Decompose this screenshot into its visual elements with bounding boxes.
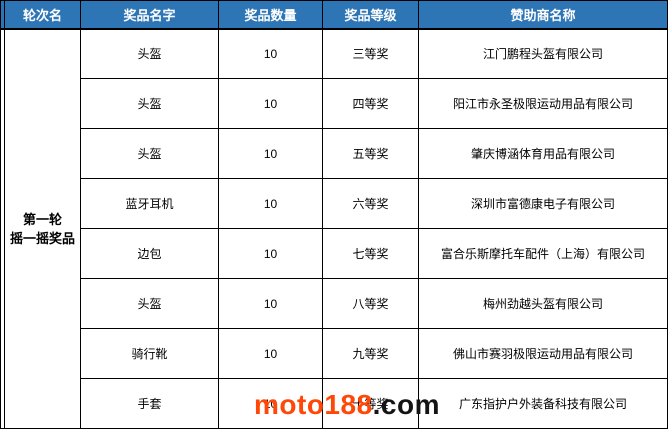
table-row: 头盔 10 四等奖 阳江市永圣极限运动用品有限公司	[1, 78, 668, 129]
prize-cell: 头盔	[80, 278, 219, 329]
qty-cell: 10	[218, 178, 323, 229]
round-name-line2: 摇一摇奖品	[9, 230, 75, 246]
sponsor-cell: 梅州劲越头盔有限公司	[418, 278, 668, 329]
table-row: 边包 10 七等奖 富合乐斯摩托车配件（上海）有限公司	[1, 228, 668, 279]
sponsor-cell: 肇庆博涵体育用品有限公司	[418, 128, 668, 179]
table-header-row: 轮次名 奖品名字 奖品数量 奖品等级 赞助商名称	[0, 0, 668, 30]
prize-cell: 骑行靴	[80, 328, 219, 379]
level-cell: 五等奖	[322, 128, 419, 179]
sponsor-cell: 深圳市富德康电子有限公司	[418, 178, 668, 229]
prize-cell: 头盔	[80, 28, 219, 79]
round-name-line1: 第一轮	[22, 211, 62, 227]
header-prize-qty: 奖品数量	[218, 0, 323, 30]
sponsor-cell: 江门鹏程头盔有限公司	[418, 28, 668, 79]
qty-cell: 10	[218, 128, 323, 179]
prize-cell: 手套	[80, 378, 219, 429]
round-name-cell: 第一轮 摇一摇奖品	[4, 28, 81, 429]
table-row: 骑行靴 10 九等奖 佛山市赛羽极限运动用品有限公司	[1, 328, 668, 379]
qty-cell: 10	[218, 228, 323, 279]
table-row: 蓝牙耳机 10 六等奖 深圳市富德康电子有限公司	[1, 178, 668, 229]
prize-cell: 蓝牙耳机	[80, 178, 219, 229]
qty-cell: 10	[218, 278, 323, 329]
level-cell: 九等奖	[322, 328, 419, 379]
sponsor-cell: 阳江市永圣极限运动用品有限公司	[418, 78, 668, 129]
prize-cell: 边包	[80, 228, 219, 279]
level-cell: 十等奖	[322, 378, 419, 429]
qty-cell: 10	[218, 78, 323, 129]
header-round-name: 轮次名	[4, 0, 81, 30]
sponsor-cell: 佛山市赛羽极限运动用品有限公司	[418, 328, 668, 379]
prize-cell: 头盔	[80, 128, 219, 179]
level-cell: 三等奖	[322, 28, 419, 79]
qty-cell: 10	[218, 378, 323, 429]
sponsor-cell: 广东指护户外装备科技有限公司	[418, 378, 668, 429]
qty-cell: 10	[218, 28, 323, 79]
sponsor-cell: 富合乐斯摩托车配件（上海）有限公司	[418, 228, 668, 279]
table-row: 头盔 10 八等奖 梅州劲越头盔有限公司	[1, 278, 668, 329]
table-row: 第一轮 摇一摇奖品 头盔 10 三等奖 江门鹏程头盔有限公司	[0, 28, 668, 429]
table-row: 头盔 10 五等奖 肇庆博涵体育用品有限公司	[1, 128, 668, 179]
qty-cell: 10	[218, 328, 323, 379]
table-row: 手套 10 十等奖 广东指护户外装备科技有限公司	[1, 378, 668, 429]
header-prize-name: 奖品名字	[80, 0, 219, 30]
header-prize-level: 奖品等级	[322, 0, 419, 30]
level-cell: 七等奖	[322, 228, 419, 279]
level-cell: 四等奖	[322, 78, 419, 129]
prize-cell: 头盔	[80, 78, 219, 129]
header-sponsor-name: 赞助商名称	[418, 0, 668, 30]
level-cell: 六等奖	[322, 178, 419, 229]
level-cell: 八等奖	[322, 278, 419, 329]
